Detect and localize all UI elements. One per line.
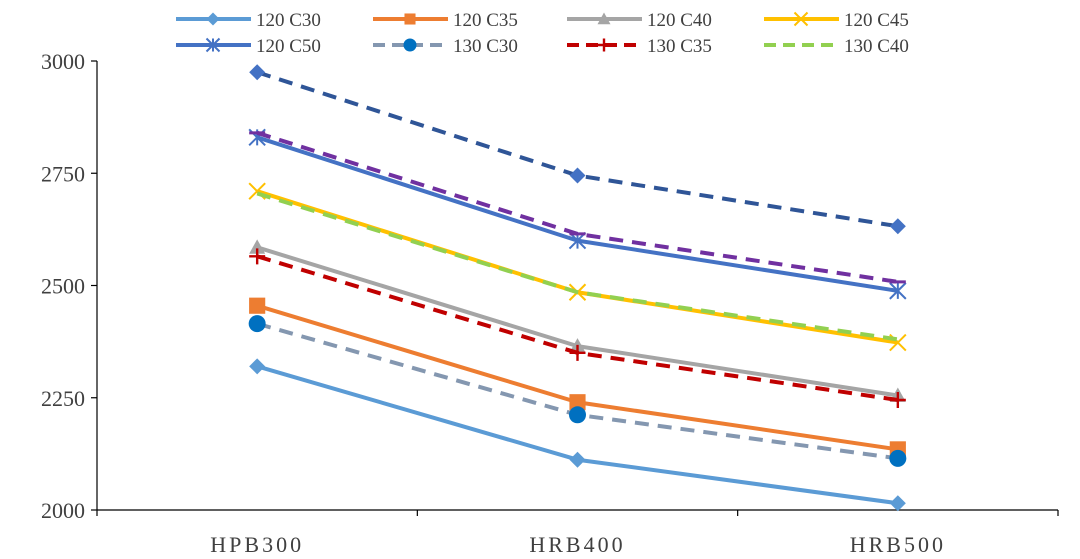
legend-item: 130 C35 (567, 36, 712, 57)
legend-marker (793, 11, 809, 27)
data-point (249, 297, 266, 314)
y-tick-label: 2000 (41, 498, 85, 523)
data-point (889, 391, 906, 408)
data-point (889, 495, 906, 512)
series-6 (248, 315, 907, 467)
legend-label: 130 C40 (844, 36, 909, 57)
series-layer (248, 64, 907, 512)
y-tick-label: 3000 (41, 49, 85, 74)
legend-label: 120 C35 (453, 10, 518, 31)
legend-item: 120 C35 (373, 10, 518, 31)
data-point (569, 344, 586, 361)
data-point (569, 394, 586, 411)
y-tick-label: 2250 (41, 386, 85, 411)
legend-label: 130 C35 (647, 36, 712, 57)
legend-item: 120 C40 (567, 10, 712, 31)
legend-item: 130 C30 (373, 36, 518, 57)
legend-label: 120 C40 (647, 10, 712, 31)
legend-marker (597, 12, 611, 25)
data-point (569, 451, 586, 468)
series-line (256, 70, 899, 229)
data-point (569, 167, 586, 184)
data-point (249, 358, 266, 375)
y-tick-label: 2500 (41, 274, 85, 299)
legend-marker (404, 13, 416, 25)
x-tick-label: HPB300 (210, 532, 304, 557)
legend-label: 120 C50 (256, 36, 321, 57)
legend: 120 C30 120 C35 120 C40 120 C45 120 C50 130 C… (176, 10, 909, 57)
data-point (249, 239, 266, 254)
x-tick-label: HRB400 (529, 532, 625, 557)
legend-item: 120 C45 (764, 10, 909, 31)
series-1 (249, 358, 906, 512)
series-line (256, 191, 899, 342)
x-tick-label: HRB500 (850, 532, 946, 557)
legend-item: 130 C40 (764, 36, 909, 57)
axes: 2000 2250 2500 2750 3000 HPB300 HRB400 HRB500 (41, 49, 1059, 557)
series-line (256, 245, 899, 398)
legend-label: 120 C45 (844, 10, 909, 31)
legend-marker (597, 38, 611, 52)
data-point (569, 406, 586, 424)
legend-label: 130 C30 (453, 36, 518, 57)
legend-marker (403, 38, 417, 52)
data-point (249, 64, 266, 81)
data-point (889, 282, 907, 300)
data-point (248, 315, 266, 333)
series-8 (256, 191, 899, 342)
data-point (889, 449, 907, 467)
legend-marker (206, 12, 220, 26)
series-9 (249, 130, 906, 284)
data-point (249, 248, 266, 265)
series-line (256, 130, 899, 284)
data-point (889, 218, 906, 235)
legend-label: 120 C30 (256, 10, 321, 31)
y-tick-label: 2750 (41, 161, 85, 186)
series-3 (249, 239, 906, 402)
legend-item: 120 C30 (176, 10, 321, 31)
series-4 (248, 182, 907, 352)
legend-marker (205, 37, 221, 53)
series-7 (249, 248, 906, 408)
series-10 (249, 64, 906, 235)
series-2 (249, 297, 906, 458)
series-5 (248, 128, 907, 300)
legend-item: 120 C50 (176, 36, 321, 57)
